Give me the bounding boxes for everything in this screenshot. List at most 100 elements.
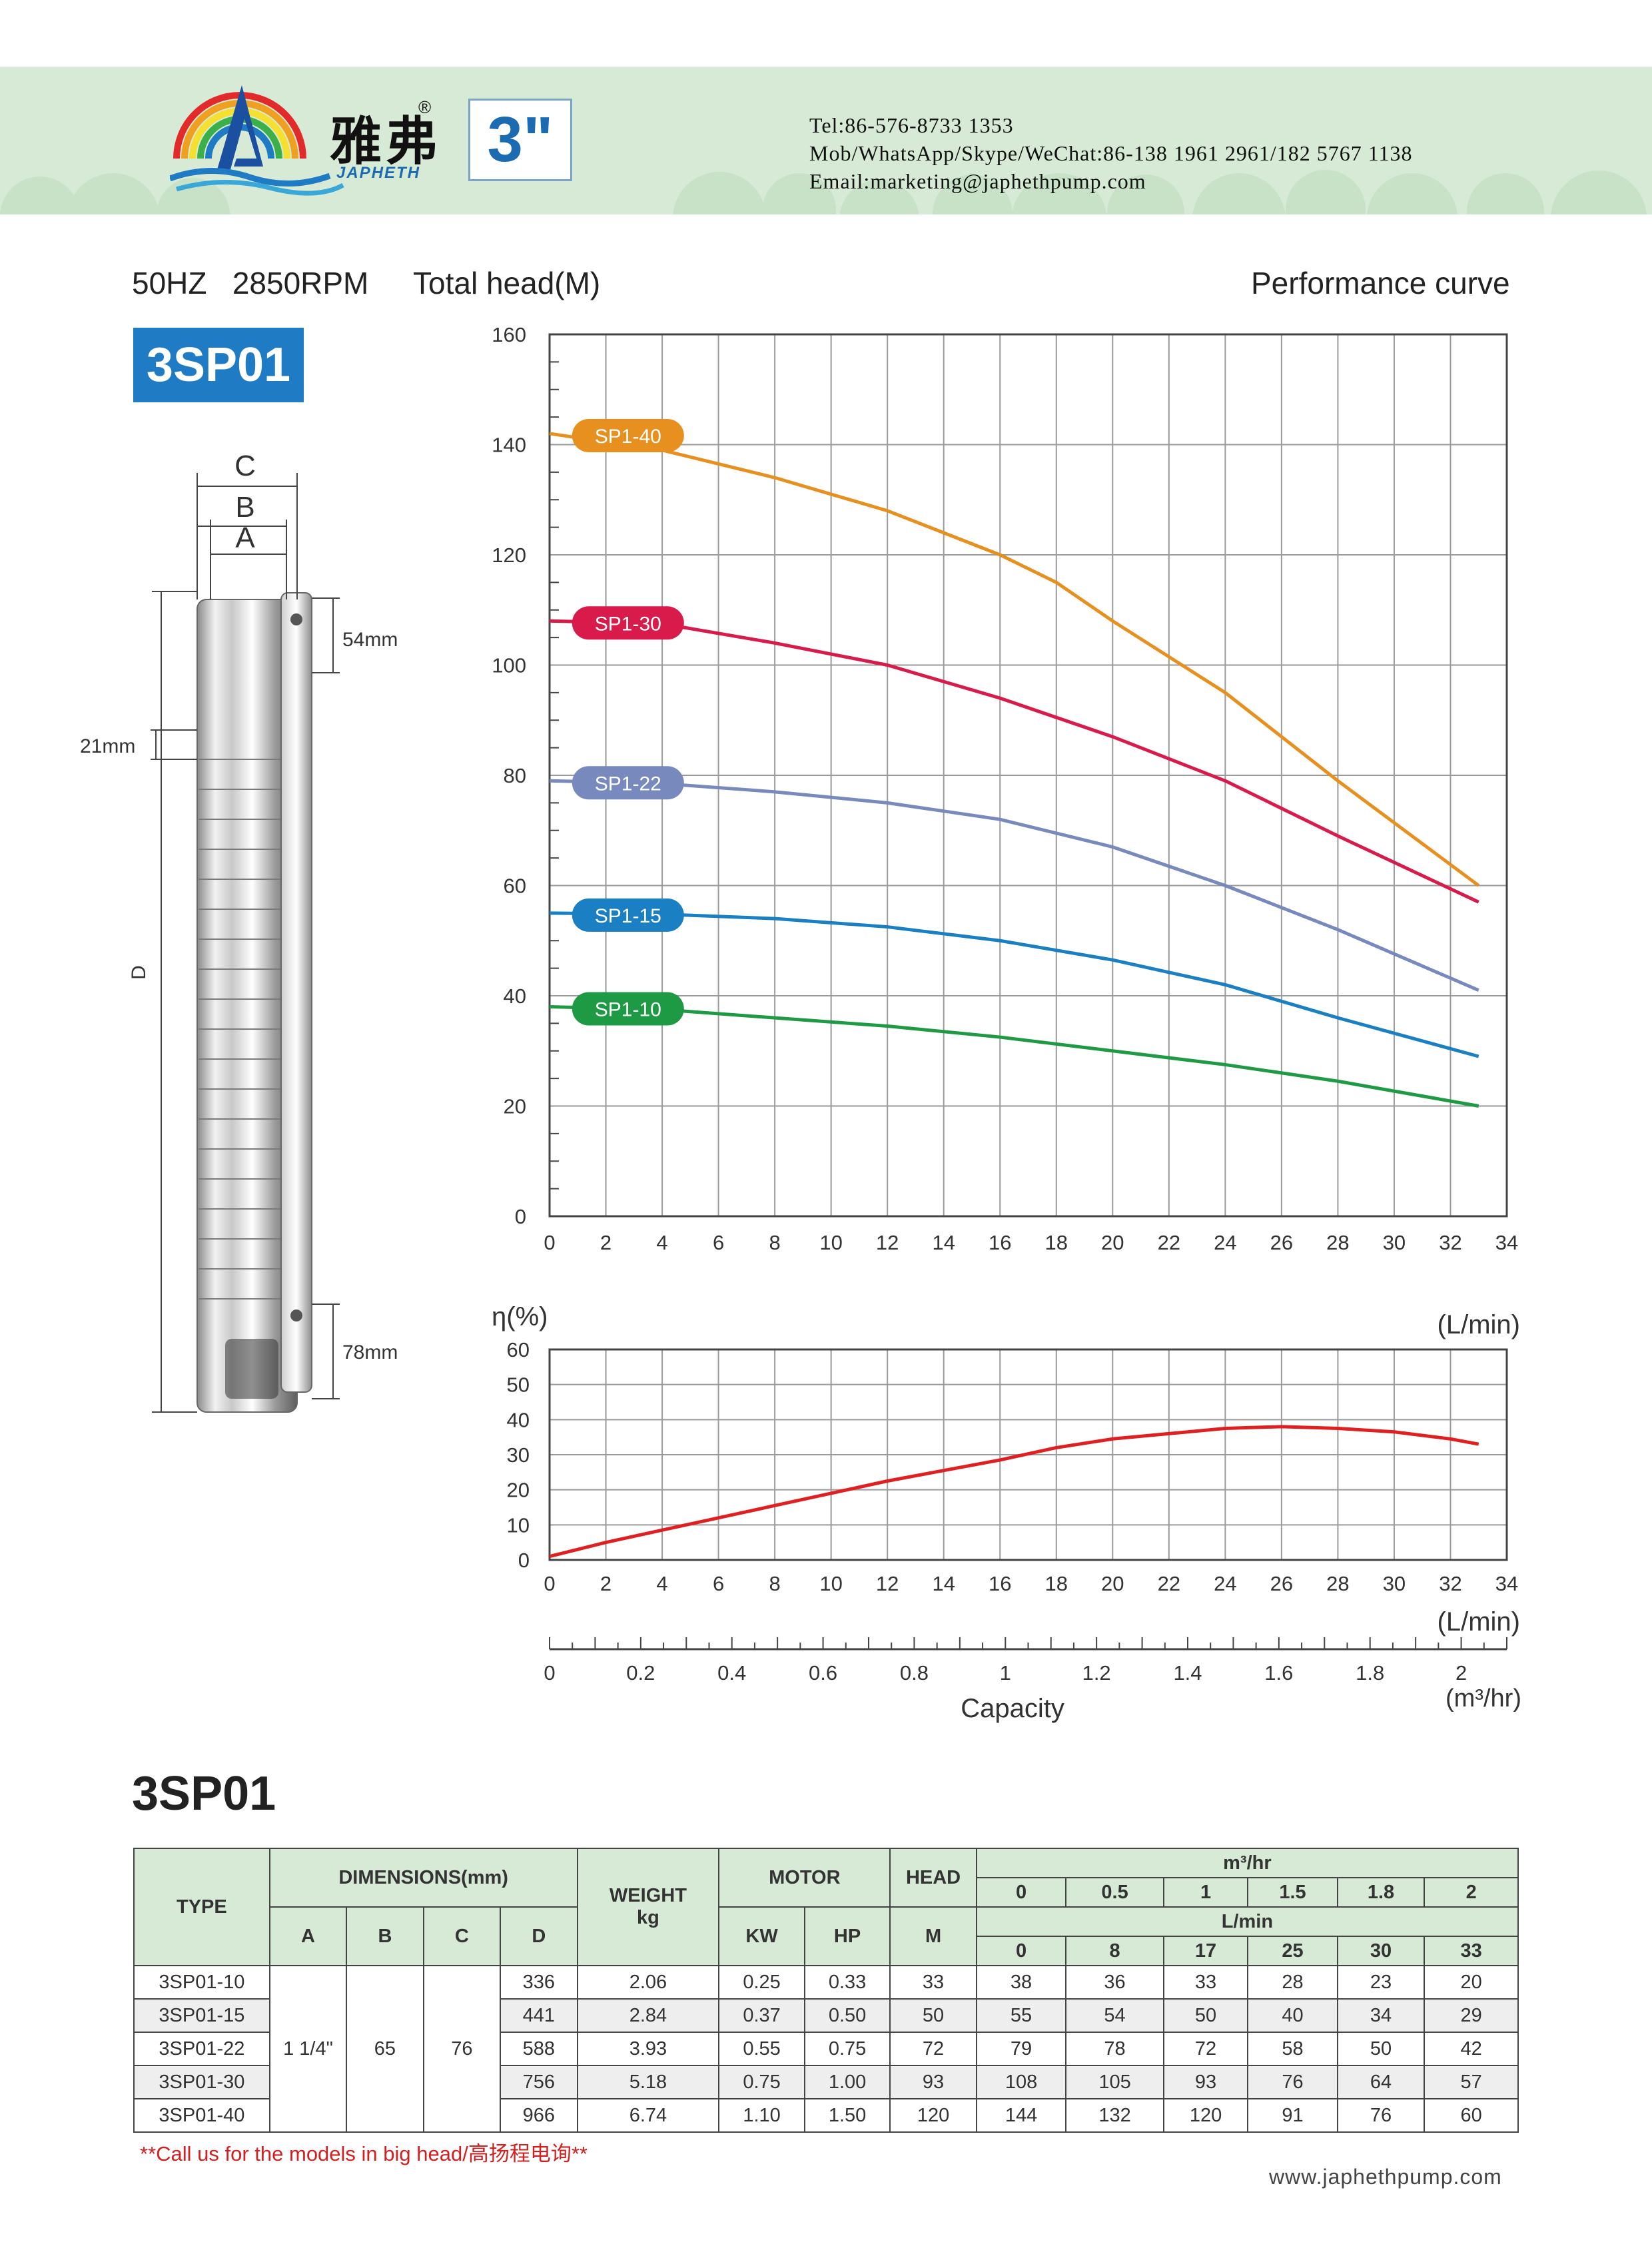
table-row: 3SP01-10 1 1/4" 65 76 336 2.06 0.25 0.33 33 38 36 3… <box>133 1965 1519 2133</box>
capacity-tick-label: 0.4 <box>717 1661 746 1684</box>
row-type-cell: 3SP01-15 <box>133 1998 270 2033</box>
x-tick-label: 10 <box>819 1231 842 1254</box>
row-flow-head-cell: 79 <box>975 2032 1067 2066</box>
row-type-cell: 3SP01-40 <box>133 2098 270 2133</box>
row-dim-d-cell: 966 <box>500 2098 578 2133</box>
x-tick-label: 4 <box>656 1572 667 1595</box>
row-head-cell: 33 <box>889 1965 977 2000</box>
series-line-sp1-30 <box>549 619 1479 904</box>
row-kw-cell: 0.37 <box>718 1998 805 2033</box>
row-type-cell: 3SP01-10 <box>133 1965 270 2000</box>
row-weight-cell: 5.18 <box>576 2065 720 2099</box>
x-tick-label: 6 <box>713 1572 724 1595</box>
col-weight-header: WEIGHT kg <box>576 1848 720 1966</box>
x-tick-label: 0 <box>544 1231 555 1254</box>
y-tick-label: 60 <box>507 1338 530 1361</box>
row-flow-head-cell: 108 <box>975 2065 1067 2099</box>
row-type-cell: 3SP01-22 <box>133 2032 270 2066</box>
col-head-header: HEAD <box>889 1848 977 1908</box>
dim-d-label: D <box>128 965 150 980</box>
row-flow-head-cell: 78 <box>1065 2032 1164 2066</box>
row-weight-cell: 2.84 <box>576 1998 720 2033</box>
x-tick-label: 34 <box>1495 1231 1518 1254</box>
capacity-tick-label: 0.2 <box>626 1661 655 1684</box>
plot-frame <box>548 1348 1508 1561</box>
performance-charts: 0 2 4 6 8 10 12 14 16 18 20 22 24 26 28 30 32 34020406080… <box>492 323 1521 1723</box>
flow-m3hr-value: 0 <box>975 1877 1067 1908</box>
contact-tel: Tel:86-576-8733 1353 <box>809 113 1014 137</box>
model-badge: 3SP01 <box>133 328 304 402</box>
y-tick-label: 100 <box>492 654 526 677</box>
performance-curve-title: Performance curve <box>1251 266 1510 300</box>
capacity-tick-label: 1 <box>1000 1661 1011 1684</box>
series-line-sp1-15 <box>549 911 1479 1058</box>
flow-m3hr-value: 1.5 <box>1247 1877 1338 1908</box>
shared-dim-a: 1 1/4" <box>268 1965 348 2133</box>
flow-lmin-value: 17 <box>1162 1936 1249 1966</box>
flow-m3hr-value: 2 <box>1424 1877 1519 1908</box>
dim-d-header: D <box>500 1906 578 1966</box>
capacity-tick-label: 1.4 <box>1173 1661 1202 1684</box>
capacity-axis: 0 0.2 0.4 0.6 0.8 1 1.2 1.4 1.6 1.8 2 (L/min) (m³/hr… <box>544 1607 1521 1723</box>
capacity-axis-title: Capacity <box>961 1694 1064 1723</box>
series-label-pill <box>572 418 684 452</box>
y-tick-label: 40 <box>504 984 526 1008</box>
row-weight-cell: 3.93 <box>576 2032 720 2066</box>
series-label: SP1-40 <box>595 426 661 448</box>
series-label-pill <box>572 766 684 800</box>
y-tick-label: 50 <box>507 1373 530 1397</box>
row-flow-head-cell: 38 <box>975 1965 1067 2000</box>
brand-name-chinese: 雅弗 <box>330 111 442 172</box>
top-length-label: 54mm <box>342 629 398 651</box>
series-label: SP1-10 <box>595 999 661 1021</box>
head-axis-title: Total head(M) <box>413 266 601 300</box>
x-tick-label: 12 <box>876 1572 899 1595</box>
x-tick-label: 0 <box>544 1572 555 1595</box>
flow-lmin-value: 25 <box>1247 1936 1338 1966</box>
flow-lmin-value: 8 <box>1065 1936 1164 1966</box>
y-tick-label: 120 <box>492 544 526 567</box>
row-hp-cell: 1.00 <box>803 2065 891 2099</box>
row-hp-cell: 0.75 <box>803 2032 891 2066</box>
flow-lmin-value: 30 <box>1336 1936 1426 1966</box>
x-tick-label: 26 <box>1270 1572 1293 1595</box>
row-flow-head-cell: 33 <box>1162 1965 1249 2000</box>
table-row: 3SP01-15 441 2.84 0.37 0.50 50 55 54 50 40 34 29 <box>133 1998 1519 2033</box>
row-hp-cell: 1.50 <box>803 2098 891 2133</box>
row-kw-cell: 1.10 <box>718 2098 805 2133</box>
row-flow-head-cell: 20 <box>1424 1965 1519 2000</box>
table-row: 3SP01-40 966 6.74 1.10 1.50 120 144 132 120 91 76 6… <box>133 2098 1519 2133</box>
row-flow-head-cell: 58 <box>1247 2032 1338 2066</box>
series-label: SP1-30 <box>595 613 661 635</box>
x-tick-label: 10 <box>819 1572 842 1595</box>
footnote: **Call us for the models in big head/高扬程… <box>140 2142 588 2165</box>
x-tick-label: 26 <box>1270 1231 1293 1254</box>
flow-m3hr-value: 0.5 <box>1065 1877 1164 1908</box>
cloud-decoration <box>0 170 1647 214</box>
contact-email: Email:marketing@japhethpump.com <box>809 169 1146 193</box>
flow-lmin-value: 33 <box>1424 1936 1519 1966</box>
table-row: 3SP01-30 756 5.18 0.75 1.00 93 108 105 93 76 64 57 <box>133 2065 1519 2099</box>
row-flow-head-cell: 28 <box>1247 1965 1338 2000</box>
pump-size-badge: 3" <box>468 99 572 181</box>
row-hp-cell: 0.33 <box>803 1965 891 2000</box>
capacity-tick-label: 0.6 <box>809 1661 837 1684</box>
capacity-tick-label: 2 <box>1455 1661 1467 1684</box>
row-flow-head-cell: 50 <box>1336 2032 1426 2066</box>
x-tick-label: 34 <box>1495 1572 1518 1595</box>
x-tick-label: 6 <box>713 1231 724 1254</box>
x-tick-label: 8 <box>769 1231 780 1254</box>
row-dim-d-cell: 441 <box>500 1998 578 2033</box>
y-tick-label: 20 <box>504 1095 526 1118</box>
row-kw-cell: 0.75 <box>718 2065 805 2099</box>
row-head-cell: 120 <box>889 2098 977 2133</box>
flow-unit-label: (L/min) <box>1438 1310 1520 1339</box>
row-flow-head-cell: 34 <box>1336 1998 1426 2033</box>
col-motor-header: MOTOR <box>718 1848 891 1908</box>
efficiency-axis-label: η(%) <box>492 1302 548 1331</box>
row-head-cell: 72 <box>889 2032 977 2066</box>
row-flow-head-cell: 40 <box>1247 1998 1338 2033</box>
flow-m3hr-value: 1.8 <box>1336 1877 1426 1908</box>
x-tick-label: 4 <box>656 1231 667 1254</box>
x-tick-label: 20 <box>1101 1572 1124 1595</box>
